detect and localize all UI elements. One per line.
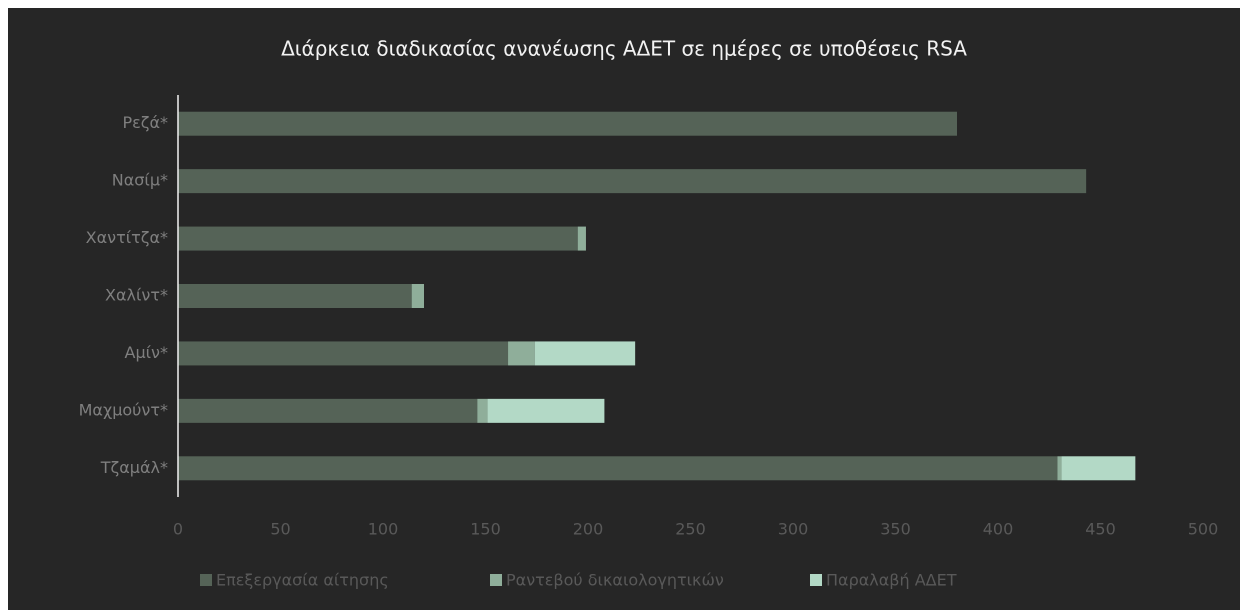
bar-segment (411, 284, 424, 308)
chart-background (8, 8, 1240, 610)
y-tick-label: Χαλίντ* (105, 286, 168, 305)
bar-segment (577, 226, 586, 251)
bar-segment (487, 398, 605, 423)
bar-segment (1057, 456, 1062, 481)
bar-segment (534, 341, 636, 366)
bar-segment (178, 226, 578, 251)
legend-label: Ραντεβού δικαιολογητικών (506, 571, 724, 590)
bar-segment (508, 341, 535, 366)
x-tick-label: 350 (880, 520, 911, 539)
x-tick-label: 0 (173, 520, 183, 539)
bar-segment (178, 169, 1087, 194)
legend-label: Παραλαβή ΑΔΕΤ (826, 571, 957, 590)
bar-segment (178, 398, 478, 423)
x-tick-label: 100 (368, 520, 399, 539)
x-tick-label: 400 (983, 520, 1014, 539)
x-tick-label: 200 (573, 520, 604, 539)
x-tick-label: 450 (1085, 520, 1116, 539)
x-tick-label: 50 (270, 520, 290, 539)
bar-segment (477, 398, 488, 423)
y-tick-label: Μαχμούντ* (79, 400, 168, 419)
y-tick-label: Χαντίτζα* (86, 228, 168, 247)
bar-segment (178, 111, 957, 136)
chart-title: Διάρκεια διαδικασίας ανανέωσης ΑΔΕΤ σε η… (281, 37, 967, 61)
legend-swatch (810, 574, 822, 586)
legend-swatch (200, 574, 212, 586)
x-tick-label: 150 (470, 520, 501, 539)
x-tick-label: 500 (1188, 520, 1219, 539)
y-tick-label: Αμίν* (125, 343, 168, 362)
x-tick-label: 300 (778, 520, 809, 539)
legend-label: Επεξεργασία αίτησης (216, 571, 389, 590)
bar-segment (178, 284, 412, 308)
y-tick-label: Ρεζά* (122, 113, 168, 132)
x-tick-label: 250 (675, 520, 706, 539)
y-tick-label: Τζαμάλ* (100, 458, 168, 477)
legend-swatch (490, 574, 502, 586)
bar-segment (178, 456, 1058, 481)
y-tick-label: Νασίμ* (112, 171, 168, 190)
bar-segment (178, 341, 509, 366)
bar-segment (1061, 456, 1136, 481)
